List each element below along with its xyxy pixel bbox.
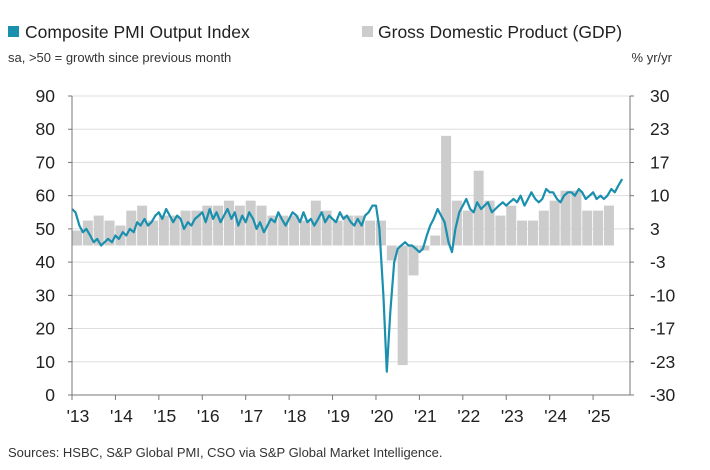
gdp-bar <box>419 245 430 251</box>
gdp-bar <box>72 230 82 246</box>
y-right-tick-label: -23 <box>650 352 675 372</box>
gdp-bar <box>267 215 278 246</box>
gdp-bar <box>473 170 484 246</box>
y-right-tick-label: 30 <box>650 86 670 106</box>
gdp-bar <box>191 210 202 246</box>
y-left-tick-label: 50 <box>36 219 56 239</box>
gdp-bar <box>527 220 538 246</box>
gdp-bar <box>202 205 213 246</box>
gdp-bar <box>126 210 137 246</box>
source-note: Sources: HSBC, S&P Global PMI, CSO via S… <box>8 445 442 460</box>
x-tick-label: '13 <box>67 406 90 426</box>
legend-label-gdp: Gross Domestic Product (GDP) <box>378 22 622 42</box>
gdp-bar <box>571 190 582 246</box>
legend-swatch-pmi <box>8 26 19 37</box>
gdp-bar <box>343 215 354 246</box>
y-axis-left-ticks: 90 80 70 60 50 40 30 20 10 0 <box>36 86 72 405</box>
y-left-tick-label: 30 <box>36 285 56 305</box>
gdp-bar <box>430 235 441 246</box>
gdp-bar <box>408 245 419 276</box>
y-left-tick-label: 20 <box>36 319 56 339</box>
gdp-bar <box>321 210 332 246</box>
y-right-tick-label: 23 <box>650 119 669 139</box>
gdp-bar <box>223 200 234 246</box>
y-left-tick-label: 80 <box>36 119 56 139</box>
gdp-bar <box>169 215 180 246</box>
x-tick-label: '17 <box>240 406 263 426</box>
gdp-bar <box>93 215 104 246</box>
gdp-bar <box>484 200 495 246</box>
y-left-tick-label: 90 <box>36 86 56 106</box>
gdp-bar <box>299 220 310 246</box>
gdp-bar <box>506 205 517 246</box>
gdp-bar <box>397 245 408 366</box>
x-axis-ticks: '13 '14 '15 '16 '17 '18 '19 '20 '21 '22 '23 '24 '25 <box>67 395 611 426</box>
x-tick-label: '16 <box>197 406 220 426</box>
y-right-tick-label: 3 <box>650 219 660 239</box>
gdp-bar <box>538 210 549 246</box>
x-tick-label: '14 <box>110 406 133 426</box>
x-tick-label: '22 <box>457 406 480 426</box>
axes <box>71 96 631 396</box>
x-tick-label: '19 <box>327 406 350 426</box>
gdp-bar <box>593 210 604 246</box>
y-left-tick-label: 10 <box>36 352 56 372</box>
gdp-bar <box>354 215 365 246</box>
y-right-tick-label: 17 <box>650 152 669 172</box>
x-tick-label: '21 <box>414 406 437 426</box>
y-right-tick-label: -3 <box>650 252 666 272</box>
gdp-bar <box>495 215 506 246</box>
x-tick-label: '20 <box>371 406 394 426</box>
y-right-tick-label: -30 <box>650 385 676 405</box>
gdp-bar <box>462 210 473 246</box>
x-tick-label: '15 <box>153 406 176 426</box>
y-left-tick-label: 60 <box>36 186 56 206</box>
gdp-bar <box>158 215 169 246</box>
left-axis-note: sa, >50 = growth since previous month <box>8 50 231 65</box>
y-left-tick-label: 40 <box>36 252 56 272</box>
y-right-tick-label: -17 <box>650 319 675 339</box>
gdp-bar <box>245 200 256 246</box>
x-tick-label: '24 <box>544 406 567 426</box>
gdp-bar <box>278 215 289 246</box>
gdp-bar <box>365 220 376 246</box>
y-axis-right-ticks: 30 23 17 10 3 -3 -10 -17 -23 -30 <box>630 86 676 405</box>
gdp-bar <box>517 220 528 246</box>
y-left-tick-label: 0 <box>45 385 55 405</box>
right-axis-note: % yr/yr <box>632 50 673 65</box>
x-tick-label: '25 <box>588 406 611 426</box>
y-right-tick-label: 10 <box>650 186 670 206</box>
pmi-line <box>71 178 624 373</box>
pmi-line-layer <box>71 178 624 373</box>
gdp-bar <box>375 220 386 246</box>
legend: Composite PMI Output Index Gross Domesti… <box>8 22 622 42</box>
y-left-tick-label: 70 <box>36 152 56 172</box>
gdp-bar <box>289 215 300 246</box>
gdp-bar <box>582 210 593 246</box>
gdp-bar <box>147 220 158 246</box>
x-tick-label: '18 <box>284 406 307 426</box>
legend-swatch-gdp <box>362 26 373 37</box>
gdp-bar <box>104 220 115 246</box>
gdp-bar <box>234 205 245 246</box>
x-tick-label: '23 <box>501 406 524 426</box>
legend-label-pmi: Composite PMI Output Index <box>25 22 250 42</box>
y-right-tick-label: -10 <box>650 285 676 305</box>
gdp-bar <box>213 205 224 246</box>
gdp-bar <box>603 205 614 246</box>
gdp-bar <box>549 200 560 246</box>
gdp-bar <box>441 135 452 246</box>
gdp-bars <box>72 135 614 366</box>
gdp-bar <box>386 245 397 261</box>
gdp-bar <box>137 205 148 246</box>
gdp-bar <box>560 190 571 246</box>
gdp-bar <box>332 220 343 246</box>
